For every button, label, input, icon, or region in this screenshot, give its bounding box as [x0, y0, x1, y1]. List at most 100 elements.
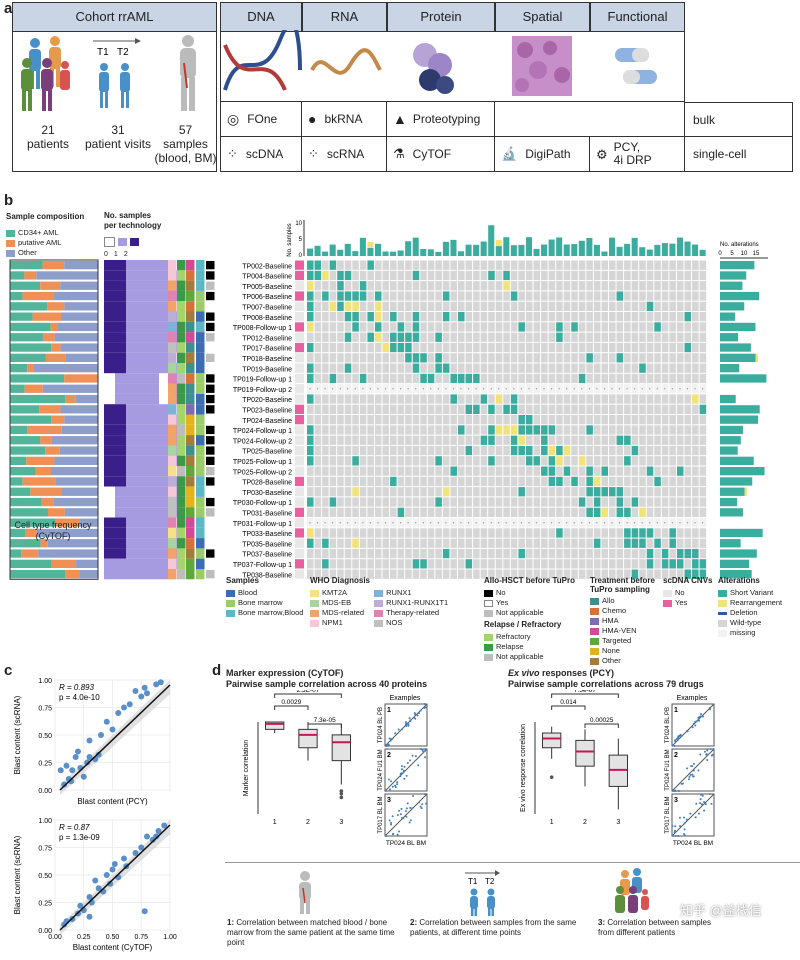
mutation-cell: [548, 312, 556, 322]
mutation-cell: [654, 342, 661, 353]
mutation-cell: [503, 342, 510, 353]
tech-heatmap-cell: [126, 270, 137, 281]
mutation-cell: [382, 342, 390, 353]
example-point: [423, 706, 426, 709]
mutation-cell: [382, 384, 390, 394]
mutation-cell: [593, 394, 601, 404]
mutation-cell: [503, 394, 510, 404]
mutation-cell: [676, 394, 684, 404]
mutation-cell: [586, 281, 593, 291]
example-point: [411, 754, 414, 757]
mutation-cell: [503, 270, 510, 281]
mutation-cell: [307, 312, 314, 322]
mutation-cell: [510, 497, 518, 507]
samples-tick: 10: [295, 221, 302, 227]
mutation-cell: [556, 270, 563, 281]
example-point: [674, 739, 677, 742]
example-point: [408, 759, 411, 762]
missing-dot: •: [309, 387, 311, 393]
mutation-cell: [578, 456, 586, 466]
mutation-cell: [548, 445, 556, 456]
mutation-cell: [465, 445, 473, 456]
samples-cell: [196, 301, 205, 312]
mutation-cell: [382, 301, 390, 311]
gene-count-bar: [503, 237, 510, 256]
mutation-cell: [442, 445, 450, 456]
mutation-cell: [412, 445, 420, 456]
mutation-cell: [405, 384, 412, 394]
mutation-cell: [314, 270, 322, 281]
mutation-cell: [510, 569, 518, 579]
mutation-cell: [563, 548, 571, 559]
mutation-cell: [624, 270, 631, 281]
composition-bar-putative: [40, 436, 52, 445]
example-point: [686, 767, 689, 770]
composition-bar-cd34: [10, 446, 46, 455]
mutation-cell: [571, 507, 578, 517]
mutation-cell: [548, 384, 556, 394]
mutation-cell: [624, 332, 631, 342]
mutation-cell: [329, 445, 337, 456]
mutation-cell: [390, 538, 397, 548]
mutation-cell: [571, 363, 578, 373]
relapse-cell: [177, 332, 186, 343]
scrna-icon: ⁘: [308, 146, 319, 161]
mutation-cell: [344, 528, 352, 538]
mutation-cell: [458, 384, 465, 394]
mutation-cell: [397, 353, 405, 363]
mutation-cell: [344, 363, 352, 373]
allo-cell: [206, 343, 215, 352]
allo-cell: [206, 271, 215, 280]
mutation-cell: [669, 528, 676, 538]
mutation-cell: [639, 384, 646, 394]
missing-dot: •: [551, 387, 553, 393]
mutation-cell: [314, 507, 322, 517]
mutation-cell: [412, 281, 420, 291]
row-label: TP005-Baseline: [242, 284, 292, 291]
mutation-cell: [359, 281, 367, 291]
mutation-cell: [525, 476, 533, 487]
example-point: [423, 793, 426, 795]
mutation-cell: [654, 394, 661, 404]
example-point: [396, 781, 399, 784]
mutation-cell: [329, 569, 337, 579]
mutation-cell: [352, 425, 359, 435]
mutation-cell: [344, 404, 352, 414]
treatment-cell: [186, 363, 195, 374]
mutation-cell: [563, 291, 571, 301]
mutation-cell: [450, 425, 457, 435]
mutation-cell: [503, 445, 510, 456]
missing-dot: •: [317, 521, 319, 527]
cnv-cell: [295, 312, 304, 322]
allo-cell: [206, 333, 215, 342]
mutation-cell: [442, 425, 450, 435]
mutation-cell: [322, 507, 329, 517]
tech-heatmap-cell: [115, 424, 126, 436]
tech-heatmap-cell: [104, 342, 115, 353]
mutation-cell: [518, 342, 525, 353]
relapse-cell: [177, 414, 186, 425]
mutation-cell: [692, 528, 699, 538]
mutation-cell: [669, 507, 676, 517]
mutation-cell: [571, 322, 578, 332]
who-cell: [168, 332, 177, 343]
tech-heatmap-cell: [104, 486, 115, 497]
composition-bar-putative: [51, 559, 77, 568]
mutation-cell: [684, 270, 692, 281]
mutation-cell: [639, 404, 646, 414]
gene-count-bar: [397, 250, 404, 256]
x-tick: 0.75: [134, 934, 148, 941]
example-point: [400, 765, 403, 768]
tech-heatmap-cell: [115, 445, 126, 456]
mutation-cell: [473, 301, 480, 311]
mutation-cell: [676, 373, 684, 384]
mutation-cell: [314, 301, 322, 311]
mutation-cell: [458, 332, 465, 342]
mutation-cell: [314, 466, 322, 476]
mutation-cell: [593, 312, 601, 322]
mutation-cell: [367, 466, 374, 476]
mutation-cell: [616, 301, 624, 311]
mutation-cell: [571, 466, 578, 476]
mutation-cell: [488, 394, 495, 404]
